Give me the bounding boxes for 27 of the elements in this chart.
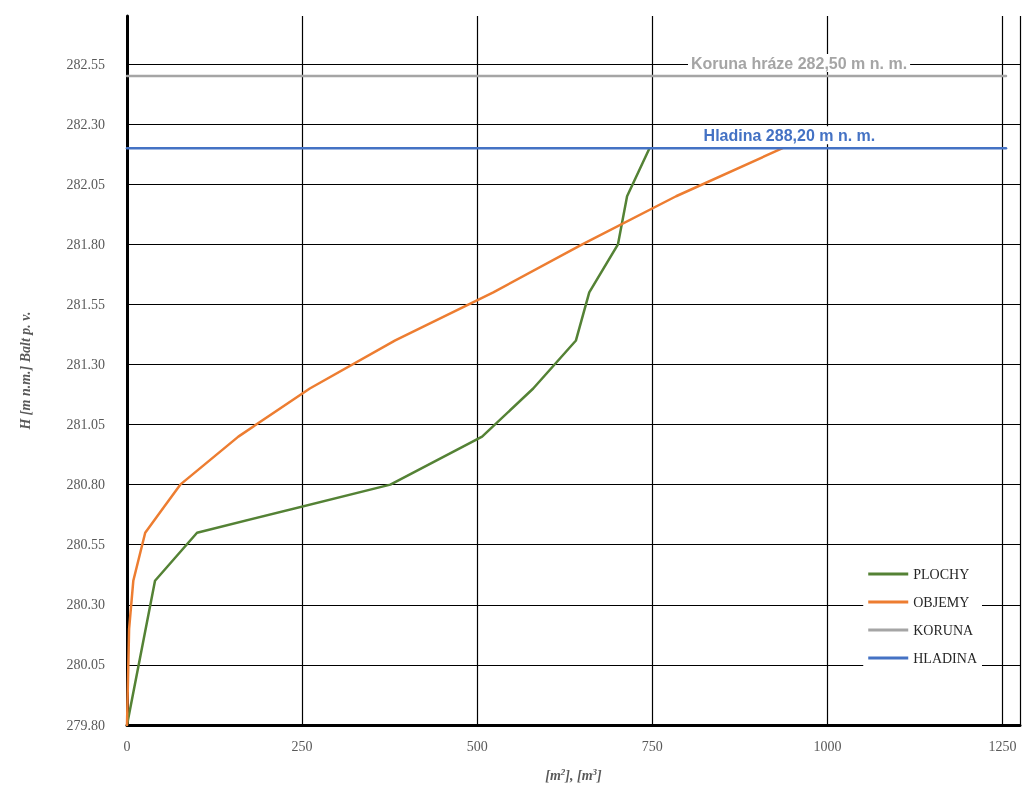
legend-label: KORUNA	[913, 622, 975, 638]
annotation: Koruna hráze 282,50 m n. m.	[691, 54, 908, 72]
y-tick-label: 280.55	[66, 537, 105, 553]
x-tick-label: 0	[123, 738, 131, 754]
y-tick-label: 280.05	[66, 657, 105, 673]
x-tick-label: 500	[466, 738, 488, 754]
legend-label: HLADINA	[913, 650, 978, 666]
line-series	[125, 146, 784, 727]
x-tick-label: 250	[291, 738, 313, 754]
y-tick-label: 281.80	[66, 236, 105, 252]
y-axis-title: H [m n.m.] Balt p. v.	[17, 311, 33, 431]
y-tick-label: 280.30	[66, 597, 105, 613]
y-tick-label: 282.55	[66, 56, 105, 72]
y-tick-label: 281.05	[66, 417, 105, 433]
x-tick-label: 1000	[813, 738, 842, 754]
annotation: Hladina 288,20 m n. m.	[703, 126, 876, 144]
y-tick-label: 280.80	[66, 477, 105, 493]
y-tick-label: 281.55	[66, 296, 105, 312]
x-tick-label: 1250	[988, 738, 1017, 754]
y-tick-label: 281.30	[66, 356, 105, 372]
y-tick-label: 279.80	[66, 717, 105, 733]
y-tick-label: 282.30	[66, 116, 105, 132]
legend-label: OBJEMY	[913, 594, 970, 610]
legend-label: PLOCHY	[913, 566, 970, 582]
x-tick-label: 750	[641, 738, 663, 754]
line-series	[125, 146, 651, 727]
y-tick-label: 282.05	[66, 176, 105, 192]
